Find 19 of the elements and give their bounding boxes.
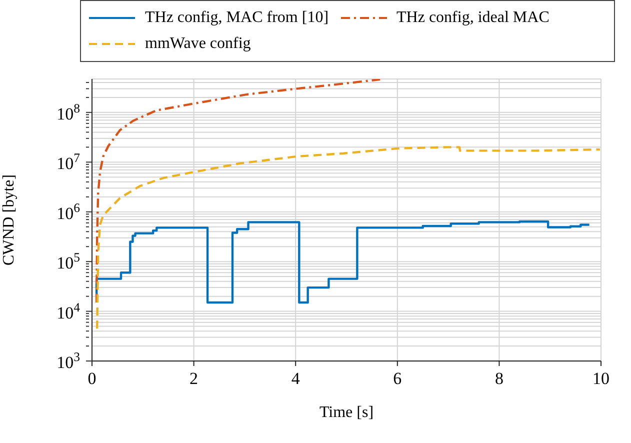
x-tick-label: 8 (494, 369, 504, 388)
legend-label: mmWave config (145, 35, 251, 53)
legend-label: THz config, ideal MAC (396, 9, 550, 27)
x-tick-label: 10 (592, 369, 610, 388)
y-tick-label: 10$^{4}$ (56, 300, 81, 322)
y-tick-label: 10$^{3}$ (56, 350, 80, 372)
x-tick-label: 2 (190, 369, 198, 388)
y-tick-label: 10$^{7}$ (56, 151, 80, 174)
x-axis-title: Time [s] (319, 404, 374, 421)
x-tick-label: 6 (393, 369, 402, 388)
line-series (95, 79, 382, 304)
y-tick-label: 10$^{6}$ (56, 200, 80, 223)
legend-label: THz config, MAC from [10] (145, 9, 329, 27)
y-axis-title: CWND [byte] (0, 174, 18, 266)
x-tick-label: 4 (291, 369, 300, 388)
y-tick-label: 10$^{5}$ (56, 250, 80, 273)
x-tick-label: 0 (88, 369, 96, 388)
line-series (96, 146, 601, 330)
y-tick-label: 10$^{8}$ (56, 101, 80, 124)
